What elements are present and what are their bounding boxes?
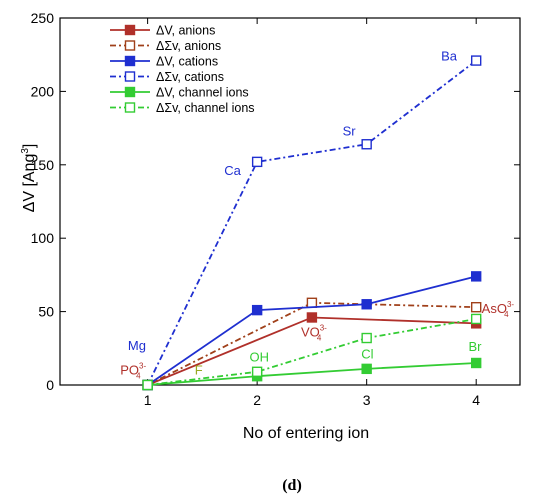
data-point-dsv_cations [470,55,482,66]
panel-label: (d) [282,477,302,494]
x-tick-label: 3 [363,392,371,408]
legend-swatch-marker [124,71,136,82]
series-dsv_channel [142,313,482,391]
x-tick-label: 1 [144,392,152,408]
annotation-label: Sr [343,123,357,138]
data-point-dv_channel [470,357,482,369]
legend-item-dv_cations: ΔV, cations [110,55,218,69]
legend-item-dv_anions: ΔV, anions [110,24,215,38]
y-tick-label: 0 [46,377,54,393]
annotation-label: VO3-4 [301,324,327,343]
y-tick-label: 200 [31,83,55,99]
annotation-label: Mg [128,338,146,353]
data-point-dsv_anions [470,301,482,313]
series-line-dv_cations [147,275,477,386]
annotation-label: Ba [441,49,458,64]
data-point-dv_anions [306,312,318,323]
data-point-dsv_channel [251,366,263,377]
series-line-dv_channel [147,362,477,386]
legend-label: ΔΣv, channel ions [156,101,255,115]
data-point-dsv_cations [251,156,263,168]
legend-swatch-marker [124,86,136,98]
legend-item-dv_channel: ΔV, channel ions [110,86,249,100]
x-tick-label: 4 [472,392,480,408]
x-tick-label: 2 [253,392,261,408]
series-line-dsv_cations [146,59,477,386]
y-tick-label: 150 [31,157,55,173]
legend-item-dsv_channel: ΔΣv, channel ions [110,101,255,115]
legend-swatch-marker [124,40,136,51]
y-axis-title-close: ] [21,144,38,148]
x-axis-title: No of entering ion [243,425,369,442]
legend-swatch-marker [124,55,136,67]
axes: 0 50 100 150 200 250 1 2 3 4 [31,10,521,408]
y-axis-title: ΔV [Ang3] [20,144,38,213]
data-point-dv_cations [251,304,263,316]
legend-item-dsv_anions: ΔΣv, anions [110,39,221,53]
data-point-dsv_channel [142,379,153,391]
series-group [142,55,482,391]
legend-item-dsv_cations: ΔΣv, cations [110,70,224,84]
data-point-dv_channel [361,363,372,375]
y-axis-title-sup: 3 [20,148,31,154]
annotation-label: PO3-4 [120,362,146,381]
annotation-label: OH [249,350,269,365]
legend-label: ΔΣv, cations [156,70,224,84]
data-point-dsv_anions [306,297,318,308]
y-tick-label: 50 [38,304,54,320]
data-point-dsv_cations [361,139,372,150]
y-tick-label: 100 [31,230,55,246]
annotation-label: AsO3-4 [482,300,515,319]
plot-frame [59,17,521,386]
data-point-dv_cations [361,299,372,310]
annotations: Ba Sr Ca Mg PO3-4 F OH Cl Br VO3-4 AsO3-4 [120,49,514,381]
legend-swatch-marker [124,24,136,36]
legend-label: ΔV, cations [156,55,218,69]
legend-label: ΔV, channel ions [156,86,249,100]
y-axis-title-main: ΔV [Ang [21,154,38,213]
annotation-label: Ca [224,163,241,178]
legend-label: ΔΣv, anions [156,39,221,53]
data-point-dsv_channel [470,313,482,325]
annotation-label: Br [469,339,483,354]
series-line-dsv_channel [147,318,477,386]
data-point-dsv_channel [361,332,372,344]
legend-label: ΔV, anions [156,24,215,38]
annotation-label: F [195,363,203,378]
legend-swatch-marker [124,102,136,113]
annotation-label: Cl [361,347,373,362]
data-point-dv_cations [470,271,482,282]
y-tick-label: 250 [31,10,55,26]
